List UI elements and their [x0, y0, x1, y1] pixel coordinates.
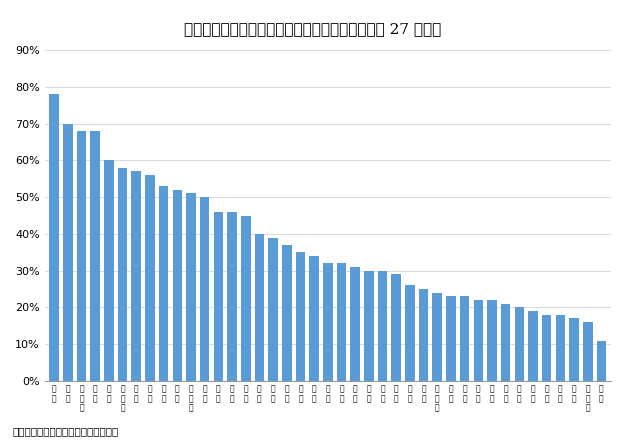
Bar [446, 296, 456, 381]
Bar [419, 289, 428, 381]
Bar [583, 322, 593, 381]
Bar [433, 293, 442, 381]
Bar [200, 197, 210, 381]
Bar [501, 304, 510, 381]
Bar [515, 307, 524, 381]
Bar [542, 315, 552, 381]
Bar [569, 319, 579, 381]
Bar [405, 285, 414, 381]
Bar [556, 315, 565, 381]
Bar [145, 175, 155, 381]
Bar [377, 271, 387, 381]
Text: 図３　女性の都道府県別の地元大学進学率（平成 27 年度）: 図３ 女性の都道府県別の地元大学進学率（平成 27 年度） [185, 22, 441, 36]
Bar [77, 131, 86, 381]
Bar [241, 215, 250, 381]
Bar [104, 160, 114, 381]
Bar [337, 263, 346, 381]
Bar [173, 190, 182, 381]
Bar [282, 245, 292, 381]
Bar [159, 186, 168, 381]
Bar [323, 263, 332, 381]
Bar [213, 212, 223, 381]
Bar [391, 275, 401, 381]
Bar [255, 234, 264, 381]
Bar [227, 212, 237, 381]
Bar [186, 194, 196, 381]
Text: （出所）「学校基本調査」文部科学省: （出所）「学校基本調査」文部科学省 [13, 427, 119, 436]
Bar [63, 124, 73, 381]
Bar [90, 131, 100, 381]
Bar [597, 340, 606, 381]
Bar [269, 238, 278, 381]
Bar [364, 271, 374, 381]
Bar [295, 252, 305, 381]
Bar [528, 311, 538, 381]
Bar [487, 300, 497, 381]
Bar [460, 296, 470, 381]
Bar [309, 256, 319, 381]
Bar [351, 267, 360, 381]
Bar [131, 171, 141, 381]
Bar [118, 168, 127, 381]
Bar [49, 94, 59, 381]
Bar [473, 300, 483, 381]
